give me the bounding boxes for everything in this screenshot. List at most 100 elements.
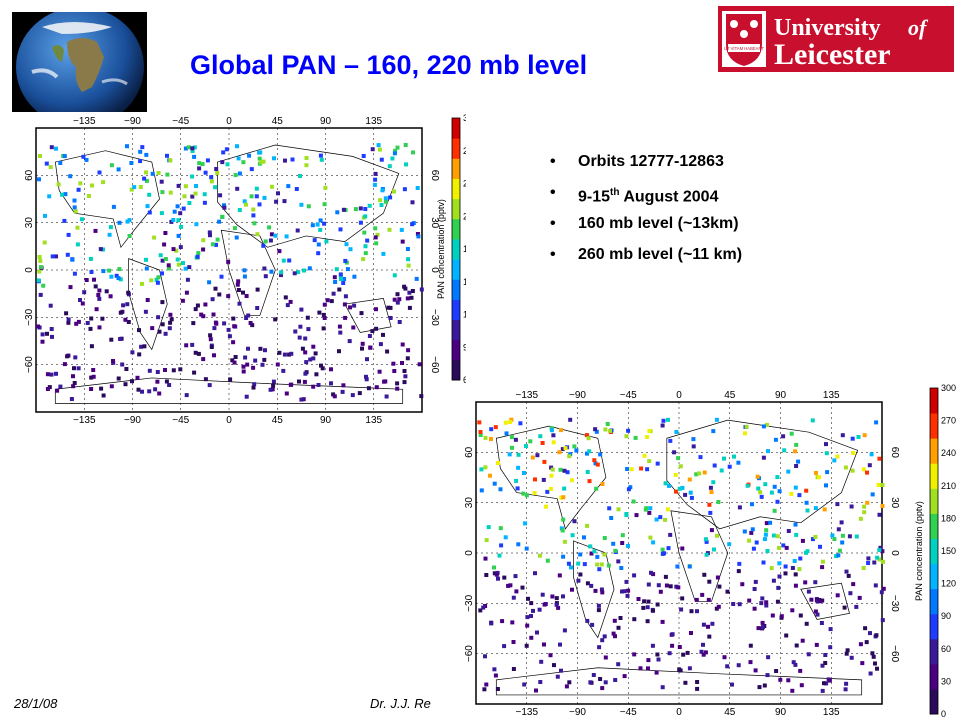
pan-data-point: [235, 282, 240, 287]
pan-data-point: [342, 302, 347, 307]
pan-data-point: [179, 224, 184, 229]
pan-data-point: [515, 486, 520, 491]
pan-data-point: [341, 281, 346, 285]
pan-data-point: [554, 602, 559, 607]
pan-data-point: [257, 156, 262, 161]
pan-data-point: [37, 255, 42, 259]
pan-data-point: [194, 184, 198, 188]
pan-data-point: [363, 251, 368, 256]
pan-data-point: [810, 418, 815, 423]
pan-data-point: [524, 493, 529, 498]
pan-data-point: [318, 218, 323, 223]
pan-data-point: [616, 662, 621, 667]
pan-data-point: [878, 545, 883, 550]
pan-data-point: [513, 574, 518, 579]
pan-data-point: [811, 537, 815, 542]
pan-data-point: [856, 435, 861, 439]
pan-data-point: [845, 648, 850, 653]
pan-data-point: [858, 642, 863, 647]
pan-data-point: [285, 303, 290, 308]
pan-data-point: [549, 428, 554, 433]
pan-data-point: [708, 510, 713, 515]
pan-data-point: [777, 489, 782, 494]
pan-data-point: [183, 184, 188, 189]
pan-data-point: [714, 606, 719, 611]
pan-data-point: [254, 194, 259, 199]
pan-data-point: [622, 674, 627, 679]
lon-tick-top: 45: [272, 116, 284, 127]
pan-data-point: [237, 208, 242, 212]
continent-outline: [54, 377, 404, 404]
pan-data-point: [63, 192, 68, 197]
pan-data-point: [268, 238, 273, 243]
pan-data-point: [297, 379, 301, 384]
pan-data-point: [868, 671, 873, 676]
pan-data-point: [109, 337, 114, 342]
pan-data-point: [765, 673, 770, 678]
pan-data-point: [207, 280, 212, 285]
pan-data-point: [616, 507, 621, 512]
pan-data-point: [331, 291, 336, 296]
pan-data-point: [569, 565, 573, 570]
pan-data-point: [626, 543, 630, 548]
pan-data-point: [484, 682, 489, 687]
pan-data-point: [190, 149, 195, 153]
pan-data-point: [210, 297, 215, 302]
pan-data-point: [870, 651, 875, 656]
colorbar-segment: [452, 238, 460, 260]
colorbar-label: PAN concentration (pptv): [914, 501, 924, 601]
pan-data-point: [237, 171, 242, 176]
pan-data-point: [868, 631, 872, 636]
pan-data-point: [226, 294, 231, 299]
pan-data-point: [552, 663, 556, 668]
pan-data-point: [397, 320, 402, 324]
pan-data-point: [824, 442, 828, 447]
pan-data-point: [576, 561, 581, 566]
colorbar-tick: 120: [941, 579, 956, 589]
pan-data-point: [511, 595, 516, 600]
pan-data-point: [405, 296, 410, 301]
pan-data-point: [167, 326, 172, 331]
pan-data-point: [387, 227, 392, 232]
pan-data-point: [231, 316, 236, 321]
pan-data-point: [603, 680, 608, 685]
pan-data-point: [799, 683, 804, 688]
colorbar-segment: [930, 663, 938, 690]
pan-data-point: [689, 631, 693, 635]
pan-data-point: [41, 283, 46, 288]
lon-tick-bottom: 90: [320, 415, 332, 426]
pan-data-point: [851, 582, 856, 587]
pan-data-point: [870, 492, 875, 497]
colorbar-segment: [930, 563, 938, 590]
pan-data-point: [511, 640, 516, 644]
lat-tick-right: 0: [429, 267, 440, 273]
pan-data-point: [691, 444, 696, 449]
pan-data-point: [381, 251, 386, 256]
colorbar-segment: [452, 158, 460, 179]
pan-data-point: [589, 551, 594, 556]
pan-data-point: [641, 605, 646, 610]
pan-data-point: [263, 239, 268, 244]
pan-data-point: [775, 599, 780, 604]
pan-data-point: [702, 572, 707, 577]
pan-data-point: [524, 546, 529, 551]
pan-data-point: [783, 564, 788, 569]
pan-data-point: [234, 235, 239, 240]
pan-data-point: [370, 329, 375, 334]
pan-data-point: [304, 360, 309, 365]
pan-data-point: [228, 377, 233, 382]
pan-data-point: [311, 344, 316, 349]
pan-data-point: [375, 232, 380, 237]
pan-data-point: [680, 546, 685, 551]
pan-data-point: [782, 448, 787, 453]
pan-data-point: [513, 437, 518, 442]
pan-data-point: [839, 520, 844, 525]
pan-data-point: [783, 571, 788, 576]
pan-data-point: [694, 472, 699, 477]
pan-data-point: [214, 321, 219, 326]
pan-data-point: [744, 424, 749, 429]
lat-tick-right: 30: [429, 217, 440, 229]
pan-data-point: [585, 523, 589, 528]
pan-data-point: [712, 463, 717, 468]
pan-data-point: [860, 661, 865, 666]
